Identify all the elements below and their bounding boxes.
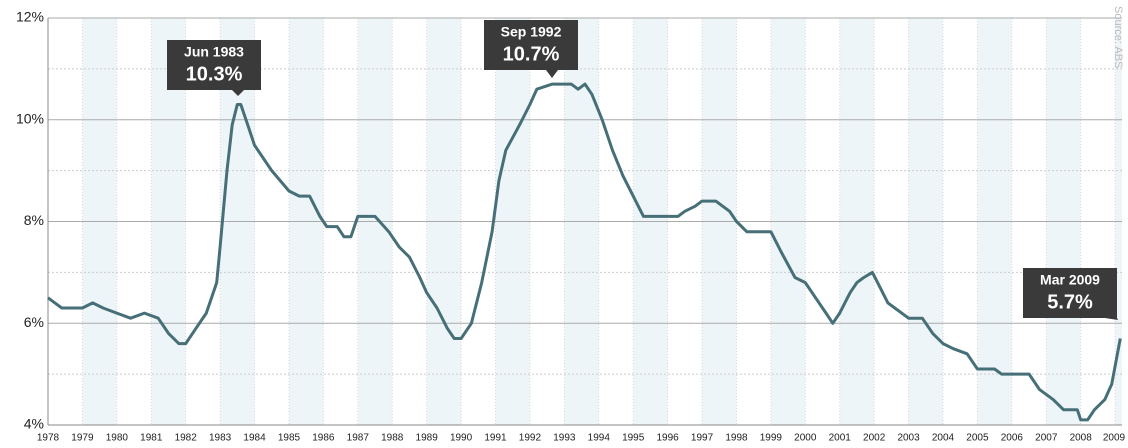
x-tick-label: 1997: [691, 433, 714, 444]
x-tick-label: 1986: [312, 433, 335, 444]
annotation-pointer: [1105, 318, 1118, 320]
x-tick-label: 1982: [175, 433, 198, 444]
x-tick-label: 1998: [725, 433, 748, 444]
x-tick-label: 1985: [278, 433, 301, 444]
x-tick-label: 1988: [381, 433, 404, 444]
x-tick-label: 1996: [656, 433, 679, 444]
x-tick-label: 1993: [553, 433, 576, 444]
x-tick-label: 2001: [829, 433, 852, 444]
source: Source: ABS: [1112, 6, 1124, 68]
y-tick-label: 10%: [16, 110, 44, 126]
x-tick-label: 1999: [760, 433, 783, 444]
annotation-pointer: [546, 70, 558, 78]
plot: [47, 82, 1122, 422]
x-tick-label: 2007: [1035, 433, 1058, 444]
y-tick-label: 6%: [24, 314, 44, 330]
x-tick-label: 1978: [37, 433, 60, 444]
x-tick-label: 1979: [71, 433, 94, 444]
x-tick-label: 2000: [794, 433, 817, 444]
annotation-value: 10.7%: [503, 43, 560, 65]
x-tick-label: 2003: [897, 433, 920, 444]
annotation-value: 5.7%: [1047, 291, 1093, 313]
x-tick-label: 1994: [588, 433, 611, 444]
x-tick-label: 1987: [347, 433, 370, 444]
x-tick-label: 2005: [966, 433, 989, 444]
x-tick-label: 2006: [1001, 433, 1024, 444]
annotation-box: [484, 20, 578, 70]
y-tick-label: 8%: [24, 212, 44, 228]
x-tick-label: 1981: [140, 433, 163, 444]
annotation-box: [1023, 268, 1117, 318]
x-tick-label: 2002: [863, 433, 886, 444]
x-tick-label: 1983: [209, 433, 232, 444]
line: [47, 82, 1122, 422]
grid: [47, 17, 1122, 426]
x-tick-label: 1980: [106, 433, 129, 444]
annotation-date: Sep 1992: [501, 24, 562, 40]
annotation-box: [167, 40, 261, 90]
x-tick-label: 2009: [1103, 433, 1126, 444]
x-tick-label: 1991: [484, 433, 507, 444]
x-tick-label: 2008: [1070, 433, 1093, 444]
annotation-date: Jun 1983: [184, 44, 244, 60]
x-tick-label: 1984: [243, 433, 266, 444]
y-tick-label: 4%: [24, 416, 44, 432]
x-tick-label: 2004: [932, 433, 955, 444]
x-tick-label: 1992: [519, 433, 542, 444]
x-tick-label: 1989: [416, 433, 439, 444]
annotation-date: Mar 2009: [1040, 272, 1100, 288]
x-tick-label: 1990: [450, 433, 473, 444]
x-tick-label: 1995: [622, 433, 645, 444]
annotation-pointer: [232, 90, 244, 96]
labels: 1978 1979 1980 1981 1982 1983 1984 1985 1986 1987…: [16, 9, 1126, 444]
annotation-value: 10.3%: [186, 63, 243, 85]
y-tick-label: 12%: [16, 9, 44, 25]
